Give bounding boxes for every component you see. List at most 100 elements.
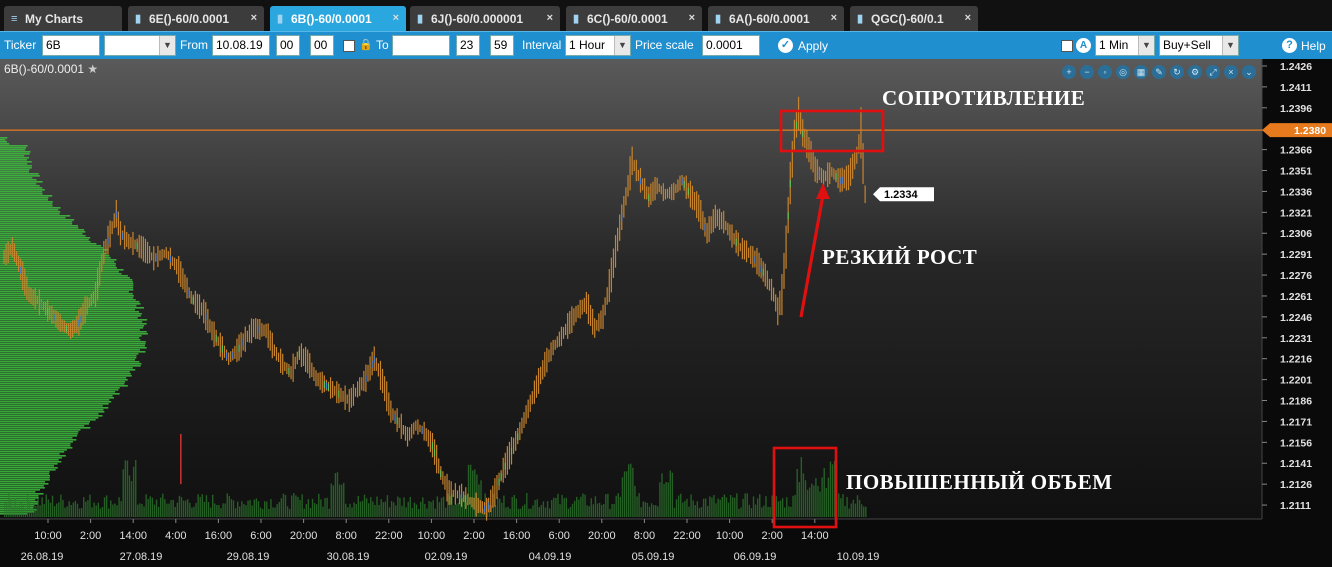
volume-bar: [91, 507, 93, 517]
tab-6[interactable]: ▮ QGC()-60/0.1 ×: [850, 6, 978, 31]
volume-bar: [39, 505, 41, 517]
volume-bar: [825, 487, 827, 517]
volume-bar: [613, 503, 615, 517]
side-dropdown[interactable]: Buy+Sell ▼: [1159, 35, 1239, 56]
volume-bar: [638, 493, 640, 517]
volume-profile-bar: [0, 489, 40, 491]
expand-icon[interactable]: ⤢: [1206, 65, 1220, 79]
chevron-down-icon: ▼: [1222, 36, 1238, 55]
x-tick-label: 8:00: [634, 530, 655, 542]
to-enable-checkbox[interactable]: [343, 40, 355, 52]
close-tab-icon[interactable]: ×: [688, 12, 695, 24]
price-chart[interactable]: 1.2426 1.2411 1.2396 1.2380 1.2366 1.2351 1.23…: [0, 59, 1332, 567]
volume-bar: [815, 478, 817, 517]
settings-gear-icon[interactable]: ⚙: [1188, 65, 1202, 79]
close-tab-icon[interactable]: ×: [250, 12, 257, 24]
y-tick-label: 1.2246: [1280, 312, 1312, 324]
close-tab-icon[interactable]: ×: [392, 12, 399, 24]
volume-bar: [99, 508, 102, 517]
from-minute-input[interactable]: 00: [310, 35, 334, 56]
volume-bar: [212, 494, 214, 517]
from-date-input[interactable]: 10.08.19: [212, 35, 270, 56]
volume-bar: [430, 501, 432, 517]
volume-bar: [332, 485, 335, 517]
close-chart-icon[interactable]: ×: [1224, 65, 1238, 79]
apply-button[interactable]: ✓ Apply: [778, 35, 838, 56]
volume-bar: [761, 507, 763, 517]
close-tab-icon[interactable]: ×: [964, 12, 971, 24]
tab-5[interactable]: ▮ 6A()-60/0.0001 ×: [708, 6, 844, 31]
tab-4[interactable]: ▮ 6C()-60/0.0001 ×: [566, 6, 702, 31]
timeframe-dropdown[interactable]: 1 Min ▼: [1095, 35, 1155, 56]
volume-profile-bar: [0, 245, 102, 247]
favorite-star-icon[interactable]: ★: [87, 62, 99, 76]
volume-bar: [605, 494, 607, 517]
tab-1[interactable]: ▮ 6E()-60/0.0001 ×: [128, 6, 264, 31]
volume-bar: [47, 499, 50, 517]
volume-bar: [578, 499, 580, 517]
volume-profile-bar: [0, 373, 131, 375]
check-circle-icon: ✓: [778, 38, 793, 53]
volume-bar: [854, 503, 857, 517]
volume-profile-bar: [0, 153, 30, 155]
volume-bar: [318, 493, 320, 517]
zoom-fit-icon[interactable]: ◦: [1098, 65, 1112, 79]
volume-bar: [241, 501, 243, 517]
tab-3[interactable]: ▮ 6J()-60/0.000001 ×: [410, 6, 560, 31]
volume-bar: [401, 505, 403, 517]
volume-bar: [800, 457, 803, 517]
volume-profile-bar: [0, 429, 81, 431]
zoom-in-icon[interactable]: +: [1062, 65, 1076, 79]
refresh-icon[interactable]: ↻: [1170, 65, 1184, 79]
interval-dropdown[interactable]: 1 Hour ▼: [565, 35, 631, 56]
draw-pencil-icon[interactable]: ✎: [1152, 65, 1166, 79]
ticker-dropdown[interactable]: ▼: [104, 35, 176, 56]
ticker-label: Ticker: [4, 38, 37, 52]
volume-bar: [813, 485, 815, 517]
zoom-out-icon[interactable]: −: [1080, 65, 1094, 79]
volume-profile-bar: [0, 503, 38, 505]
volume-bar: [253, 499, 255, 517]
volume-profile-bar: [0, 389, 119, 391]
auto-checkbox[interactable]: [1061, 40, 1073, 52]
symbol-text: 6B()-60/0.0001: [4, 62, 85, 76]
volume-bar: [457, 502, 459, 517]
zoom-reset-icon[interactable]: ◎: [1116, 65, 1130, 79]
chevron-down-icon[interactable]: ⌄: [1242, 65, 1256, 79]
volume-bar: [228, 495, 231, 517]
to-hour-input[interactable]: 23: [456, 35, 480, 56]
volume-bar: [58, 502, 60, 517]
chart-icon: ▮: [135, 12, 142, 25]
price-scale-input[interactable]: 0.0001: [702, 35, 760, 56]
to-minute-input[interactable]: 59: [490, 35, 514, 56]
volume-bar: [347, 507, 349, 517]
volume-profile-bar: [0, 211, 61, 213]
grid-icon[interactable]: ▦: [1134, 65, 1148, 79]
to-date-input[interactable]: [392, 35, 450, 56]
volume-bar: [573, 500, 576, 517]
volume-profile-bar: [0, 501, 39, 503]
tab-2[interactable]: ▮ 6B()-60/0.0001 ×: [270, 6, 406, 31]
volume-bar: [230, 499, 233, 517]
volume-profile-bar: [0, 239, 89, 241]
volume-bar: [806, 489, 809, 517]
chart-area[interactable]: 1.2426 1.2411 1.2396 1.2380 1.2366 1.2351 1.23…: [0, 59, 1332, 567]
volume-bar: [501, 502, 503, 517]
from-hour-input[interactable]: 00: [276, 35, 300, 56]
help-button[interactable]: ? Help: [1282, 35, 1330, 56]
volume-bar: [8, 493, 10, 517]
volume-bar: [765, 496, 767, 517]
x-date-label: 05.09.19: [632, 551, 675, 563]
volume-profile-bar: [0, 473, 50, 475]
auto-a-icon[interactable]: A: [1076, 38, 1091, 53]
volume-profile-bar: [0, 345, 145, 347]
volume-profile-bar: [0, 327, 144, 329]
ticker-input[interactable]: 6B: [42, 35, 100, 56]
close-tab-icon[interactable]: ×: [830, 12, 837, 24]
volume-bar: [195, 502, 197, 517]
volume-bar: [214, 503, 216, 517]
tab-0[interactable]: ≡ My Charts: [4, 6, 122, 31]
volume-bar: [226, 493, 228, 517]
close-tab-icon[interactable]: ×: [546, 12, 553, 24]
tab-label: 6J()-60/0.000001: [431, 11, 524, 26]
